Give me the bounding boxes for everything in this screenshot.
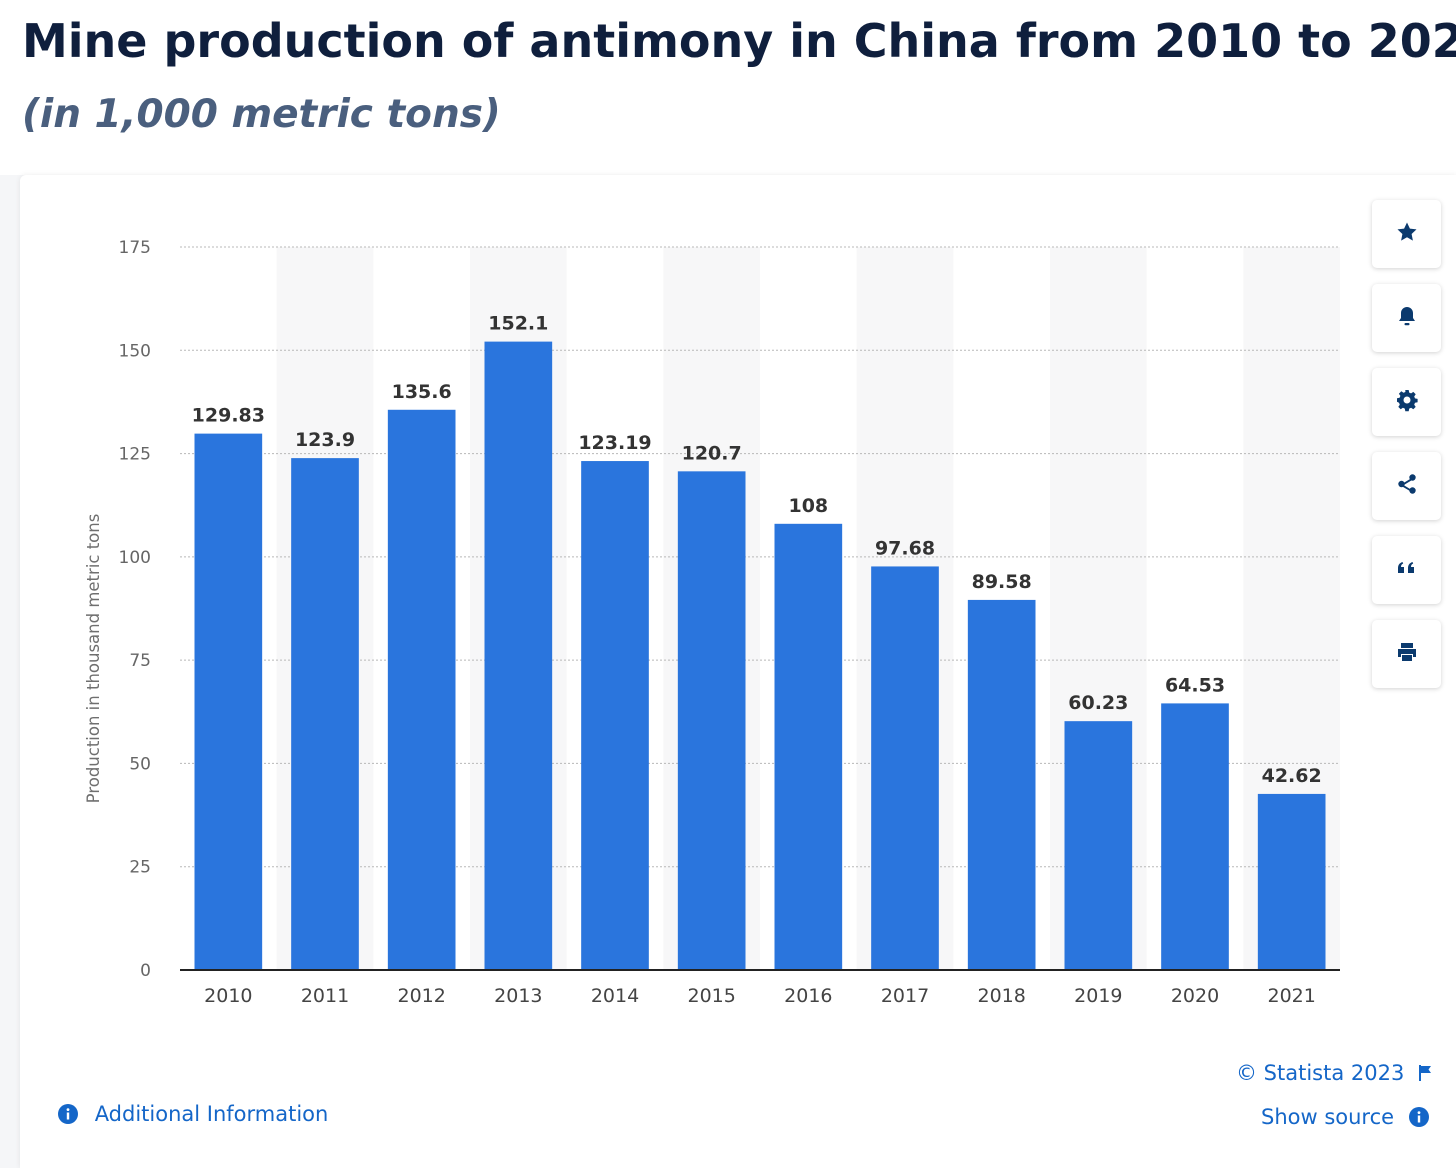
show-source-link[interactable]: Show source	[1261, 1105, 1429, 1129]
data-label: 89.58	[972, 571, 1032, 593]
x-tick-label: 2018	[977, 985, 1025, 1007]
bar	[967, 599, 1036, 970]
quote-icon	[1395, 556, 1419, 584]
chart-card: 0 25 50 75 100 125 150 175 Production in thousan…	[20, 175, 1456, 1168]
bar	[774, 523, 843, 970]
data-label: 60.23	[1068, 692, 1128, 714]
data-label: 152.1	[488, 313, 548, 335]
bar	[1257, 793, 1326, 970]
share-icon	[1395, 472, 1419, 500]
show-source-text: Show source	[1261, 1105, 1395, 1129]
y-tick-label: 25	[129, 858, 151, 878]
bar	[871, 566, 939, 970]
bar	[291, 458, 359, 970]
bell-icon	[1395, 304, 1419, 332]
x-tick-label: 2019	[1074, 985, 1122, 1007]
data-label: 129.83	[192, 405, 265, 427]
x-tick-label: 2020	[1171, 985, 1219, 1007]
star-icon	[1395, 220, 1419, 248]
bar	[1064, 721, 1133, 970]
y-tick-label: 125	[119, 445, 151, 465]
bar	[387, 409, 456, 970]
bar-chart: 0 25 50 75 100 125 150 175 Production in thousan…	[84, 238, 1340, 1007]
additional-information-link[interactable]: Additional Information	[58, 1102, 328, 1126]
print-button[interactable]	[1372, 620, 1441, 688]
data-label: 120.7	[682, 442, 742, 464]
page-subtitle: (in 1,000 metric tons)	[22, 92, 501, 137]
page-title: Mine production of antimony in China fro…	[22, 14, 1456, 68]
bar	[484, 341, 553, 970]
copyright-link[interactable]: © Statista 2023	[1236, 1061, 1433, 1085]
header: Mine production of antimony in China fro…	[0, 0, 1456, 175]
gear-icon	[1395, 388, 1419, 416]
bar	[194, 433, 263, 970]
copyright-text: © Statista 2023	[1236, 1061, 1405, 1085]
flag-icon	[1417, 1063, 1433, 1081]
print-icon	[1395, 640, 1419, 668]
settings-button[interactable]	[1372, 368, 1441, 436]
x-tick-label: 2010	[204, 985, 252, 1007]
data-label: 97.68	[875, 537, 935, 559]
y-tick-label: 50	[129, 754, 151, 774]
y-tick-label: 100	[119, 548, 151, 568]
additional-information-text: Additional Information	[94, 1102, 329, 1126]
y-tick-label: 0	[140, 961, 151, 981]
bar	[581, 461, 649, 970]
x-tick-label: 2011	[301, 985, 349, 1007]
data-label: 123.19	[578, 432, 651, 454]
x-tick-label: 2013	[494, 985, 542, 1007]
data-label: 64.53	[1165, 674, 1225, 696]
data-label: 135.6	[392, 381, 452, 403]
x-tick-label: 2017	[881, 985, 929, 1007]
y-tick-label: 75	[129, 651, 151, 671]
y-tick-label: 150	[119, 341, 151, 361]
info-icon	[58, 1104, 78, 1124]
x-tick-label: 2012	[397, 985, 445, 1007]
x-tick-label: 2015	[687, 985, 735, 1007]
data-label: 42.62	[1262, 765, 1322, 787]
x-tick-label: 2016	[784, 985, 832, 1007]
notification-button[interactable]	[1372, 284, 1441, 352]
y-tick-label: 175	[119, 238, 151, 258]
cite-button[interactable]	[1372, 536, 1441, 604]
x-tick-label: 2021	[1267, 985, 1315, 1007]
data-label: 123.9	[295, 429, 355, 451]
data-label: 108	[788, 495, 828, 517]
bar	[1161, 703, 1229, 970]
x-tick-label: 2014	[591, 985, 639, 1007]
bar	[677, 471, 746, 970]
y-axis-title: Production in thousand metric tons	[84, 514, 103, 804]
share-button[interactable]	[1372, 452, 1441, 520]
favorite-button[interactable]	[1372, 200, 1441, 268]
info-icon	[1408, 1107, 1429, 1127]
